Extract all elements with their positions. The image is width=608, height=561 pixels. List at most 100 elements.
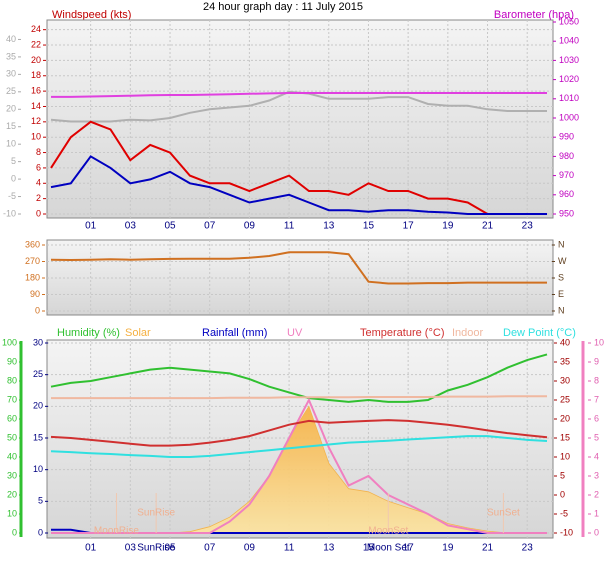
x-tick-label: 13 (323, 543, 335, 554)
line (51, 395, 547, 400)
x-tick-label: 07 (204, 543, 216, 554)
plot-area (46, 19, 554, 219)
y-tick-label: 25 (33, 369, 43, 379)
y-tick-label: 16 (31, 85, 41, 95)
y-tick-label: 360 (25, 239, 40, 249)
y-tick-label: 10 (594, 337, 604, 347)
y-tick-label: 5 (560, 470, 565, 480)
x-tick-label: 19 (442, 221, 454, 232)
y-tick-label: 0 (38, 527, 43, 537)
y-tick-label: 980 (559, 151, 574, 161)
y-tick-label: 2 (36, 193, 41, 203)
line (51, 397, 547, 534)
legend-label: Humidity (%) (57, 327, 120, 339)
y-tick-label: 24 (31, 24, 41, 34)
y-tick-label: 960 (559, 189, 574, 199)
y-tick-label: 7 (594, 394, 599, 404)
page-title: 24 hour graph day : 11 July 2015 (203, 1, 363, 13)
y-tick-label: -10 (3, 208, 16, 218)
annotation: MoonRise (94, 526, 139, 537)
line (50, 353, 548, 403)
line (50, 120, 547, 215)
y-tick-label: N (558, 305, 565, 315)
line (50, 155, 547, 215)
y-tick-label: 2 (594, 489, 599, 499)
x-tick-label: 13 (323, 221, 335, 232)
y-tick-label: 30 (560, 375, 570, 385)
y-tick-label: 25 (560, 394, 570, 404)
legend-label: Temperature (°C) (360, 327, 444, 339)
y-tick-label: 14 (31, 101, 41, 111)
y-tick-label: 10 (33, 464, 43, 474)
x-tick-label: 23 (522, 221, 534, 232)
y-tick-label: -5 (8, 191, 16, 201)
y-tick-label: 1020 (559, 74, 579, 84)
y-tick-label: 970 (559, 170, 574, 180)
y-tick-label: 10 (31, 132, 41, 142)
x-tick-label: 21 (482, 221, 494, 232)
y-tick-label: 12 (31, 116, 41, 126)
y-tick-label: 4 (36, 178, 41, 188)
y-tick-label: 22 (31, 39, 41, 49)
y-tick-label: 20 (6, 104, 16, 114)
y-tick-label: S (558, 272, 564, 282)
legend-label: Dew Point (°C) (503, 327, 576, 339)
x-tick-label: 07 (204, 221, 216, 232)
x-tick-label: 15 (363, 221, 375, 232)
y-tick-label: 20 (560, 413, 570, 423)
annotation: MoonSet (368, 526, 408, 537)
y-tick-label: 15 (6, 121, 16, 131)
y2-axis-label: Barometer (hpa) (494, 9, 574, 21)
line (50, 435, 548, 458)
y-tick-label: 4 (594, 451, 599, 461)
x-tick-label: 23 (522, 543, 534, 554)
y-tick-label: 0 (36, 208, 41, 218)
y-tick-label: 0 (560, 489, 565, 499)
y-tick-label: 25 (6, 86, 16, 96)
x-tick-label: 09 (244, 221, 256, 232)
y-tick-label: 8 (594, 375, 599, 385)
y-tick-label: 5 (38, 496, 43, 506)
y-tick-label: 1 (594, 508, 599, 518)
y-tick-label: 950 (559, 208, 574, 218)
y-tick-label: 10 (6, 139, 16, 149)
y-tick-label: 1050 (559, 16, 579, 26)
line (51, 92, 547, 98)
y-tick-label: 6 (594, 413, 599, 423)
legend-label: Solar (125, 327, 151, 339)
legend-label: Indoor (452, 327, 484, 339)
y-tick-label: 20 (31, 55, 41, 65)
y-tick-label: 5 (11, 156, 16, 166)
y-tick-label: 50 (7, 432, 17, 442)
x-tick-label: 21 (482, 543, 494, 554)
y-tick-label: E (558, 289, 564, 299)
x-marker-label: SunRise (137, 543, 175, 554)
y-tick-label: 1030 (559, 55, 579, 65)
annotation: SunSet (487, 508, 520, 519)
y-tick-label: 90 (30, 289, 40, 299)
x-tick-label: 17 (403, 221, 415, 232)
y-tick-label: 35 (560, 356, 570, 366)
x-tick-label: 15 (363, 543, 375, 554)
x-tick-label: 11 (284, 221, 295, 232)
x-tick-label: 01 (85, 221, 97, 232)
y-tick-label: 40 (7, 451, 17, 461)
y-tick-label: 30 (6, 69, 16, 79)
y-tick-label: 0 (35, 305, 40, 315)
y-tick-label: 0 (11, 173, 16, 183)
y-tick-label: 0 (12, 527, 17, 537)
y-tick-label: -10 (560, 527, 573, 537)
legend-label: Rainfall (mm) (202, 327, 267, 339)
y-tick-label: 5 (594, 432, 599, 442)
y-tick-label: 100 (2, 337, 17, 347)
y-tick-label: 80 (7, 375, 17, 385)
y-tick-label: 15 (560, 432, 570, 442)
x-tick-label: 01 (85, 543, 97, 554)
y-tick-label: 70 (7, 394, 17, 404)
y-tick-label: 1010 (559, 93, 579, 103)
y-tick-label: 1000 (559, 112, 579, 122)
y-tick-label: 3 (594, 470, 599, 480)
x-tick-label: 19 (442, 543, 454, 554)
annotation: SunRise (137, 508, 175, 519)
y-tick-label: N (558, 239, 565, 249)
